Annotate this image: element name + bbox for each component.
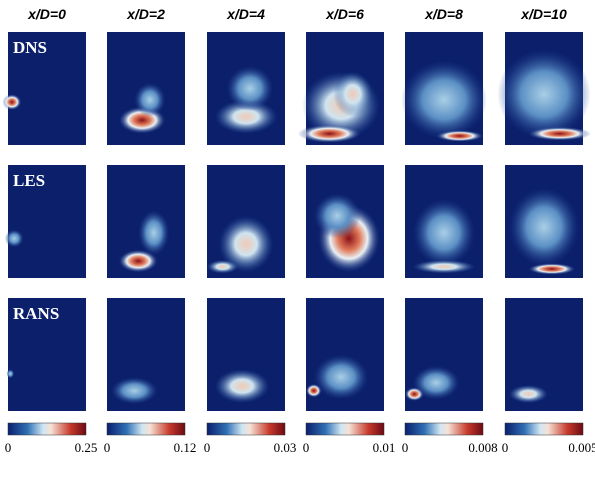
contour-blob (4, 229, 24, 248)
contour-blob (2, 94, 22, 110)
contour-blob (226, 65, 274, 112)
contour-blob (436, 130, 483, 142)
contour-blob (298, 124, 361, 143)
colorbar-max: 0.005 (568, 440, 595, 455)
column-header: x/D=0 (27, 6, 66, 22)
colorbar-min: 0 (303, 440, 310, 455)
row-label: RANS (13, 304, 59, 323)
colorbar-min: 0 (502, 440, 509, 455)
contour-blob (508, 385, 548, 404)
contour-blob (528, 126, 591, 141)
contour-blob (214, 369, 270, 404)
column-header: x/D=10 (520, 6, 567, 22)
contour-blob (313, 354, 369, 400)
row-label: LES (13, 171, 45, 190)
colorbar-max: 0.12 (174, 440, 197, 455)
contour-blob (214, 99, 278, 134)
colorbar-min: 0 (402, 440, 409, 455)
colorbar-min: 0 (204, 440, 211, 455)
contour-blob (218, 215, 274, 273)
contour-panel (8, 32, 86, 145)
colorbar (404, 422, 484, 436)
column-header: x/D=2 (126, 6, 165, 22)
colorbar (106, 422, 186, 436)
column-header: x/D=4 (226, 6, 265, 22)
colorbar (504, 422, 584, 436)
colorbar-min: 0 (104, 440, 111, 455)
contour-blob (528, 263, 576, 275)
contour-blob (118, 249, 158, 273)
column-header: x/D=6 (325, 6, 364, 22)
contour-panel (8, 298, 86, 411)
contour-panel (8, 165, 86, 278)
colorbar-min: 0 (5, 440, 12, 455)
row-label: DNS (13, 38, 47, 57)
colorbar-max: 0.01 (373, 440, 396, 455)
colorbar-max: 0.008 (468, 440, 497, 455)
colorbar-max: 0.25 (75, 440, 98, 455)
contour-blob (6, 369, 15, 379)
colorbar (206, 422, 286, 436)
contour-blob (497, 48, 591, 140)
contour-blob (134, 82, 166, 117)
contour-blob (313, 193, 361, 239)
contour-blob (207, 259, 239, 274)
column-header: x/D=8 (424, 6, 463, 22)
contour-blob (412, 259, 476, 274)
contour-blob (412, 198, 476, 267)
colorbar (305, 422, 385, 436)
contour-blob (333, 71, 373, 117)
contour-blob (138, 210, 170, 256)
contour-blob (508, 187, 580, 267)
colorbar (7, 422, 87, 436)
colorbar-max: 0.03 (274, 440, 297, 455)
contour-blob (412, 365, 460, 400)
contour-blob (110, 377, 158, 405)
contour-blob (401, 60, 487, 140)
